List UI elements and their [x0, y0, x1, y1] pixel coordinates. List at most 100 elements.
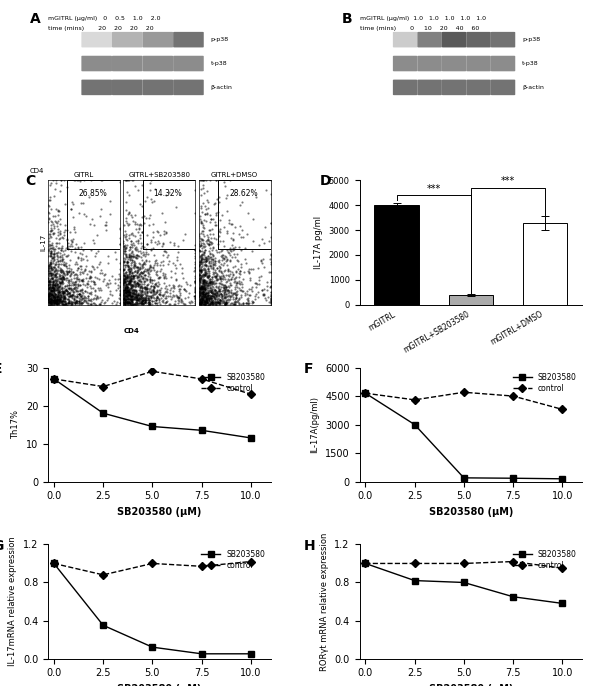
Point	[227, 219, 236, 230]
Point	[43, 295, 53, 306]
Point	[137, 268, 146, 279]
Point	[178, 295, 187, 306]
Point	[121, 294, 131, 305]
Point	[122, 287, 131, 298]
Point	[143, 265, 152, 276]
Point	[137, 272, 147, 283]
Point	[130, 287, 139, 298]
Point	[159, 272, 169, 283]
Point	[130, 281, 140, 292]
Point	[204, 238, 214, 249]
Point	[266, 289, 275, 300]
Point	[121, 226, 130, 237]
Point	[152, 299, 162, 310]
Point	[45, 283, 55, 294]
Point	[44, 299, 54, 310]
Point	[62, 286, 72, 297]
Point	[95, 211, 104, 222]
Point	[152, 239, 161, 250]
Point	[69, 279, 79, 289]
Point	[49, 297, 59, 308]
Point	[164, 280, 174, 291]
Point	[53, 217, 62, 228]
Point	[177, 268, 187, 279]
Point	[197, 294, 207, 305]
Point	[175, 259, 185, 270]
Point	[198, 276, 208, 287]
Point	[200, 296, 210, 307]
Point	[239, 266, 249, 277]
Point	[200, 280, 209, 291]
Point	[214, 298, 224, 309]
Point	[131, 290, 141, 301]
Point	[196, 295, 206, 306]
Point	[125, 294, 134, 305]
Point	[121, 279, 131, 290]
Point	[224, 270, 233, 281]
Point	[205, 273, 215, 284]
Point	[140, 270, 150, 281]
Point	[128, 250, 138, 261]
X-axis label: SB203580 (μM): SB203580 (μM)	[117, 684, 202, 686]
Point	[154, 272, 164, 283]
Point	[127, 298, 137, 309]
Point	[122, 270, 132, 281]
Point	[47, 298, 57, 309]
Point	[89, 277, 99, 288]
Point	[206, 237, 215, 248]
Point	[203, 283, 213, 294]
Point	[253, 287, 262, 298]
Point	[134, 289, 144, 300]
Point	[151, 279, 160, 289]
Point	[201, 254, 211, 265]
Point	[198, 180, 208, 191]
Point	[196, 255, 205, 265]
Point	[54, 287, 64, 298]
Point	[58, 286, 67, 297]
Point	[146, 282, 155, 293]
Point	[45, 294, 55, 305]
Point	[50, 269, 60, 280]
Point	[205, 298, 214, 309]
Point	[206, 275, 216, 286]
Point	[136, 294, 145, 305]
Point	[50, 280, 59, 291]
Point	[47, 239, 57, 250]
Point	[121, 215, 131, 226]
Point	[120, 287, 130, 298]
Point	[119, 294, 128, 305]
Point	[220, 284, 230, 295]
Point	[122, 285, 131, 296]
Point	[99, 297, 109, 308]
Point	[56, 226, 65, 237]
Point	[240, 243, 250, 254]
Point	[46, 268, 56, 279]
Point	[76, 290, 86, 301]
Point	[232, 255, 241, 266]
Point	[44, 259, 54, 270]
Point	[57, 287, 67, 298]
Point	[204, 294, 214, 305]
Point	[235, 221, 244, 232]
Point	[124, 229, 134, 240]
Point	[54, 290, 64, 301]
Point	[52, 289, 61, 300]
Point	[55, 247, 65, 258]
Point	[140, 296, 149, 307]
Point	[235, 285, 244, 296]
Point	[59, 290, 69, 301]
Point	[58, 251, 67, 262]
Point	[62, 267, 72, 278]
Point	[207, 254, 217, 265]
Point	[142, 263, 151, 274]
Point	[194, 265, 204, 276]
Point	[71, 256, 81, 267]
Point	[122, 252, 132, 263]
Point	[85, 272, 94, 283]
Point	[119, 284, 128, 295]
Point	[78, 276, 88, 287]
Point	[49, 250, 59, 261]
Point	[122, 266, 131, 277]
Point	[43, 280, 53, 291]
Point	[161, 290, 170, 301]
